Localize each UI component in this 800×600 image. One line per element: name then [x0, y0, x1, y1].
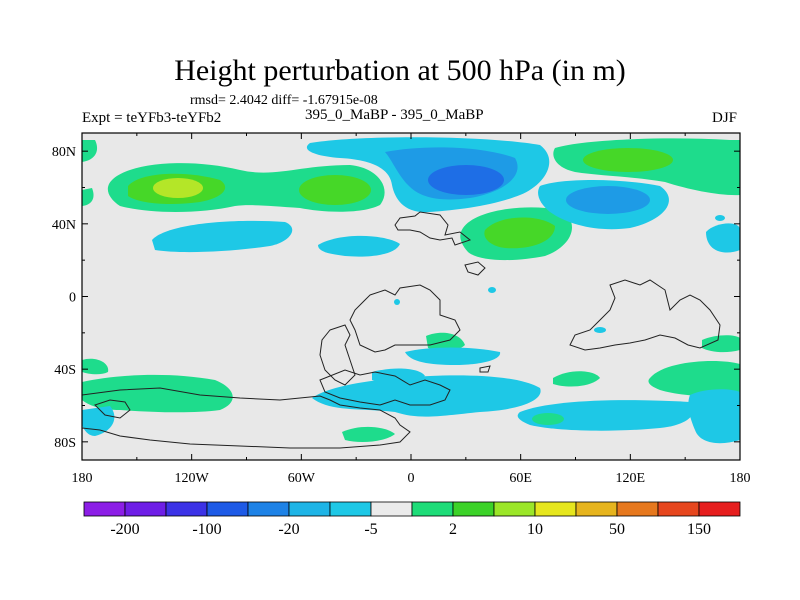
colorbar-swatch — [247, 501, 290, 517]
colorbar-swatch — [575, 501, 618, 517]
lon-tick-label: 120W — [175, 471, 210, 486]
colorbar-swatch — [616, 501, 659, 517]
colorbar-labels: -200 -100 -20 -5 2 10 50 150 — [110, 521, 711, 538]
colorbar-swatch — [698, 501, 741, 517]
axis-tick-labels: 180 120W 60W 0 60E 120E 180 80N 40N 0 40S 80S — [52, 145, 751, 486]
colorbar-swatch — [165, 501, 208, 517]
colorbar-swatch — [534, 501, 577, 517]
lon-tick-label: 180 — [730, 471, 751, 486]
stats-line: rmsd= 2.4042 diff= -1.67915e-08 — [190, 93, 378, 108]
season-label: DJF — [712, 110, 738, 126]
negative-anomaly-north-pacific — [152, 220, 400, 257]
negative-anomaly-north-atlantic — [306, 137, 550, 213]
contour-fields — [82, 137, 740, 449]
colorbar-label: -20 — [278, 521, 299, 538]
colorbar-label: 150 — [687, 521, 711, 538]
colorbar-swatch — [411, 501, 454, 517]
lon-tick-label: 60E — [509, 471, 532, 486]
colorbar-swatch — [329, 501, 372, 517]
colorbar-swatch — [124, 501, 167, 517]
colorbar-label: -100 — [192, 521, 221, 538]
continent-outlines — [82, 211, 721, 449]
lat-tick-label: 40N — [52, 218, 76, 233]
lon-tick-label: 0 — [408, 471, 415, 486]
lon-tick-label: 120E — [616, 471, 646, 486]
southern-hemisphere-anomalies — [82, 215, 740, 444]
center-label: 395_0_MaBP - 395_0_MaBP — [305, 107, 484, 123]
colorbar-swatch — [370, 501, 413, 517]
colorbar-swatch — [83, 501, 126, 517]
colorbar-label: -5 — [364, 521, 377, 538]
colorbar-swatch — [206, 501, 249, 517]
axis-ticks — [81, 133, 741, 460]
positive-anomaly-arctic-east — [553, 138, 740, 196]
colorbar-label: -200 — [110, 521, 139, 538]
lat-tick-label: 80N — [52, 145, 76, 160]
colorbar — [83, 501, 741, 517]
experiment-label: Expt = teYFb3-teYFb2 — [82, 110, 222, 126]
colorbar-swatch — [657, 501, 700, 517]
plot-title: Height perturbation at 500 hPa (in m) — [174, 54, 626, 87]
positive-anomaly-eurasia — [460, 207, 572, 261]
negative-anomaly-asia — [538, 180, 740, 253]
positive-anomaly-north-pacific — [82, 140, 385, 212]
lat-tick-label: 0 — [69, 291, 76, 306]
colorbar-label: 2 — [449, 521, 457, 538]
lat-tick-label: 40S — [54, 363, 76, 378]
lat-tick-label: 80S — [54, 436, 76, 451]
colorbar-swatch — [493, 501, 536, 517]
lon-tick-label: 180 — [72, 471, 93, 486]
colorbar-label: 50 — [609, 521, 625, 538]
colorbar-label: 10 — [527, 521, 543, 538]
colorbar-swatch — [288, 501, 331, 517]
colorbar-swatch — [452, 501, 495, 517]
lon-tick-label: 60W — [288, 471, 316, 486]
